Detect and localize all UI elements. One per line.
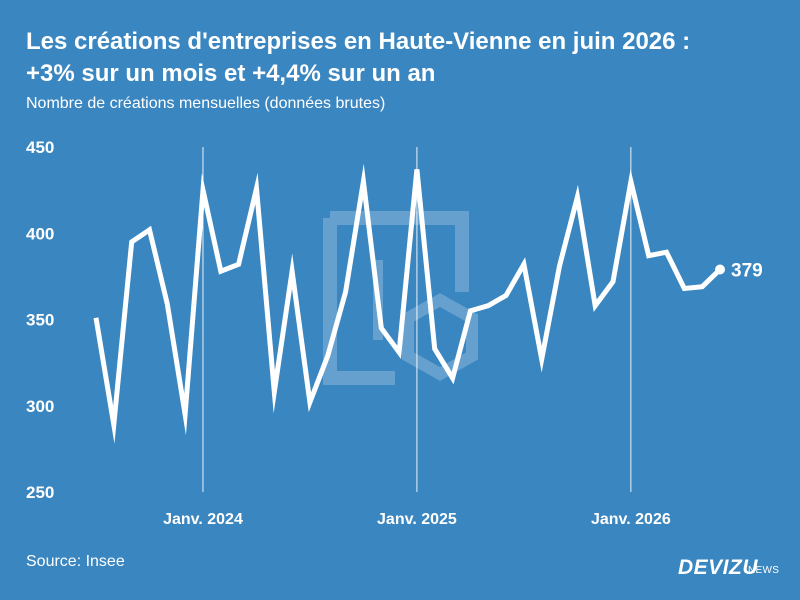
last-value-label: 379 — [731, 260, 763, 281]
x-tick-label: Janv. 2026 — [591, 511, 671, 528]
series-layer: 379 — [93, 163, 763, 444]
series-line — [93, 163, 722, 444]
y-tick-label: 350 — [26, 311, 54, 330]
y-axis: 450 400 350 300 250 — [26, 138, 54, 502]
x-axis: Janv. 2024 Janv. 2025 Janv. 2026 — [163, 511, 671, 528]
chart-subtitle: Nombre de créations mensuelles (données … — [26, 95, 386, 112]
chart-title-line2: +3% sur un mois et +4,4% sur un an — [26, 60, 436, 87]
last-point-marker — [715, 264, 725, 275]
y-tick-label: 400 — [26, 224, 54, 243]
source-note: Source: Insee — [26, 553, 125, 570]
x-tick-label: Janv. 2024 — [163, 511, 243, 528]
y-tick-label: 450 — [26, 138, 54, 157]
x-tick-label: Janv. 2025 — [377, 511, 457, 528]
brand-logo: DEVIZU — [678, 556, 759, 579]
chart-title-line1: Les créations d'entreprises en Haute-Vie… — [26, 28, 691, 55]
brand-logo-sub: NEWS — [748, 565, 780, 576]
y-tick-label: 300 — [26, 397, 54, 416]
chart-title: Les créations d'entreprises en Haute-Vie… — [26, 26, 786, 90]
y-tick-label: 250 — [26, 483, 54, 502]
